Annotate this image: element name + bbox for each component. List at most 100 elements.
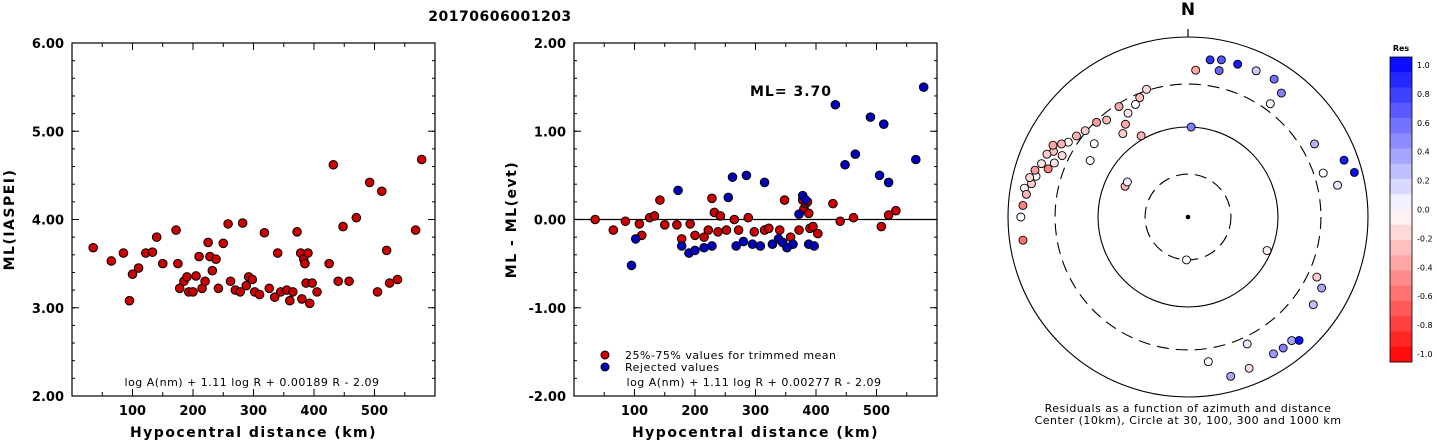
- residual-point: [1120, 119, 1130, 129]
- left-data-point: [207, 265, 218, 276]
- left-data-point: [147, 247, 158, 257]
- left-data-point: [182, 272, 192, 282]
- center-dot: [1185, 214, 1191, 220]
- accepted-point: [721, 225, 732, 235]
- colorbar-tick-label: 0.2: [1417, 177, 1430, 186]
- accepted-point: [659, 219, 670, 230]
- rejected-point: [911, 154, 921, 165]
- left-data-point: [191, 271, 201, 281]
- accepted-point: [699, 232, 709, 242]
- left-data-point: [157, 258, 168, 269]
- residual-point: [1123, 108, 1133, 118]
- colorbar-swatch: [1390, 72, 1412, 88]
- rejected-point: [673, 185, 683, 196]
- colorbar-tick-label: 0.0: [1417, 206, 1430, 215]
- residual-point: [1333, 180, 1343, 190]
- residual-point: [1030, 165, 1040, 175]
- left-plot-frame: [71, 42, 436, 397]
- colorbar-swatch: [1390, 194, 1412, 210]
- colorbar-swatch: [1390, 179, 1412, 195]
- residual-point: [1043, 164, 1053, 174]
- rejected-point: [788, 239, 798, 250]
- left-x-tick-label: 100: [119, 404, 146, 419]
- colorbar-swatch: [1390, 133, 1412, 149]
- left-data-point: [333, 276, 344, 287]
- left-data-point: [376, 186, 387, 197]
- left-data-point: [303, 248, 313, 258]
- residual-point: [1205, 55, 1215, 65]
- residual-point: [1308, 300, 1318, 310]
- rejected-point: [850, 149, 861, 159]
- residual-point: [1092, 117, 1102, 127]
- left-x-tick-label: 500: [361, 404, 388, 419]
- left-data-point: [241, 280, 252, 291]
- rejected-point: [809, 241, 819, 251]
- left-data-point: [410, 225, 421, 235]
- polar-caption-line2: Center (10km), Circle at 30, 100, 300 an…: [1035, 414, 1342, 427]
- residual-point: [1269, 349, 1278, 359]
- mid-y-tick-label: -1.00: [529, 302, 566, 317]
- left-data-point: [272, 248, 283, 258]
- left-data-point: [344, 276, 354, 287]
- accepted-point: [672, 219, 682, 230]
- accepted-point: [620, 216, 631, 227]
- left-x-tick-label: 300: [240, 404, 267, 419]
- left-data-point: [194, 251, 204, 262]
- mid-x-tick-label: 400: [802, 404, 829, 419]
- left-data-point: [304, 298, 315, 309]
- rejected-point: [626, 260, 637, 271]
- rejected-point: [883, 177, 894, 188]
- left-data-point: [118, 248, 129, 258]
- left-data-point: [264, 283, 275, 294]
- rejected-point: [731, 241, 741, 251]
- mid-x-axis-label: Hypocentral distance (km): [632, 425, 879, 441]
- accepted-point: [774, 225, 785, 235]
- accepted-point: [876, 221, 887, 232]
- rejected-point: [865, 112, 876, 122]
- colorbar-swatch: [1390, 255, 1412, 271]
- residual-point: [1122, 177, 1132, 187]
- residual-point: [1048, 140, 1058, 150]
- left-data-point: [235, 287, 245, 297]
- rejected-point: [878, 119, 889, 129]
- left-data-point: [223, 219, 233, 229]
- residual-point: [1136, 131, 1146, 141]
- residual-point: [1216, 55, 1226, 65]
- colorbar-swatch: [1390, 148, 1412, 165]
- residual-point: [1244, 363, 1254, 373]
- residual-point: [1262, 246, 1272, 256]
- left-data-point: [338, 221, 348, 232]
- accepted-point: [729, 214, 740, 225]
- left-panel: 100 200 300 400 500 2.00 3.00 4.00 5.00 6.00 Hypoc…: [2, 37, 436, 441]
- left-data-point: [124, 295, 135, 306]
- accepted-point: [685, 219, 695, 229]
- left-data-point: [416, 154, 427, 165]
- left-x-axis-label: Hypocentral distance (km): [130, 425, 377, 441]
- rejected-point: [874, 170, 885, 181]
- accepted-point: [608, 225, 619, 235]
- residual-point: [1242, 339, 1252, 349]
- accepted-point: [813, 228, 823, 239]
- left-data-point: [218, 238, 229, 249]
- polar-caption-line1: Residuals as a function of azimuth and d…: [1045, 402, 1332, 415]
- accepted-point: [779, 195, 790, 205]
- left-data-point: [285, 295, 295, 306]
- rejected-point: [747, 239, 758, 250]
- left-x-tick-label: 400: [300, 404, 327, 419]
- residual-point: [1135, 93, 1145, 103]
- colorbar-tick-label: 0.4: [1417, 148, 1430, 157]
- residual-point: [1089, 139, 1099, 149]
- left-y-axis-label: ML(IASPEI): [2, 169, 18, 271]
- left-data-point: [364, 177, 375, 188]
- residual-point: [1276, 88, 1286, 98]
- left-data-point: [292, 227, 302, 237]
- left-y-tick-label: 6.00: [32, 37, 64, 52]
- ring-300km: [1054, 83, 1322, 351]
- residual-point: [1049, 158, 1059, 168]
- legend-marker: [600, 362, 610, 372]
- residual-point: [1102, 115, 1112, 125]
- residual-point: [1269, 74, 1279, 84]
- residual-point: [1080, 126, 1090, 136]
- colorbar-tick-label: -0.2: [1417, 234, 1433, 243]
- accepted-point: [713, 227, 723, 237]
